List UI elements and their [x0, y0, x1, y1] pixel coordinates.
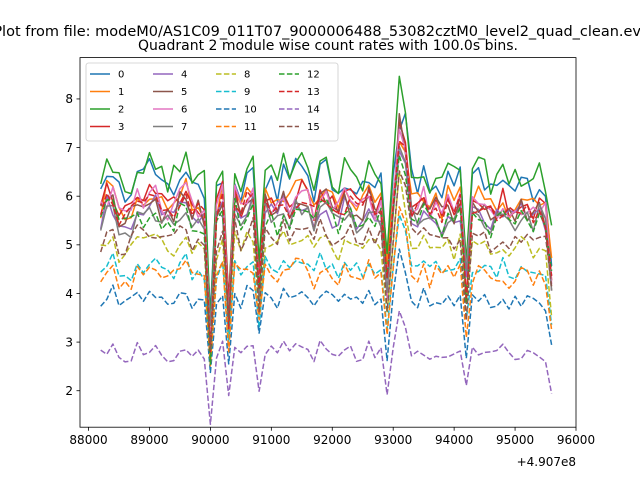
series-line-15 [99, 170, 553, 352]
y-tick-label: 2 [65, 384, 73, 398]
x-tick-label: 95000 [496, 433, 534, 447]
y-tick-label: 5 [65, 238, 73, 252]
x-axis: 88000 89000 90000 91000 92000 93000 94000 95000… [69, 427, 595, 447]
x-offset-label: +4.907e8 [517, 455, 576, 469]
x-tick-label: 89000 [130, 433, 168, 447]
series-line-2 [99, 75, 553, 324]
y-tick-label: 4 [65, 287, 73, 301]
x-tick-label: 90000 [191, 433, 229, 447]
figure-suptitle: Plot from file: modeM0/AS1C09_011T07_900… [0, 24, 640, 40]
legend-label-8: 8 [244, 70, 250, 81]
legend-label-0: 0 [118, 70, 124, 81]
legend-label-5: 5 [181, 87, 187, 98]
x-tick-label: 92000 [313, 433, 351, 447]
y-tick-label: 7 [65, 141, 73, 155]
series-line-10 [100, 248, 553, 374]
series-line-11 [100, 206, 553, 367]
legend-label-1: 1 [118, 87, 124, 98]
y-tick-label: 3 [65, 335, 73, 349]
legend-label-15: 15 [307, 122, 320, 133]
y-axis: 2 3 4 5 6 7 8 [65, 92, 80, 398]
x-tick-label: 88000 [69, 433, 107, 447]
series-line-12 [99, 154, 553, 365]
plot-frame [79, 57, 577, 428]
x-tick-label: 91000 [252, 433, 290, 447]
legend-label-6: 6 [181, 105, 187, 116]
legend-label-14: 14 [307, 105, 320, 116]
series-line-13 [99, 140, 553, 353]
legend-label-13: 13 [307, 87, 320, 98]
legend-label-4: 4 [181, 70, 187, 81]
series-line-6 [100, 128, 553, 333]
chart-title: Quadrant 2 module wise count rates with … [138, 38, 518, 54]
x-tick-label: 94000 [435, 433, 473, 447]
legend-label-10: 10 [244, 105, 257, 116]
series-line-5 [100, 112, 553, 335]
legend-label-11: 11 [244, 122, 257, 133]
legend-label-9: 9 [244, 87, 250, 98]
legend-label-12: 12 [307, 70, 320, 81]
x-tick-label: 96000 [557, 433, 595, 447]
legend-label-7: 7 [181, 122, 187, 133]
y-tick-label: 8 [65, 92, 73, 106]
y-tick-label: 6 [65, 190, 73, 204]
series-layer [99, 75, 553, 426]
series-line-14 [100, 310, 553, 426]
legend-label-3: 3 [118, 122, 124, 133]
legend-label-2: 2 [118, 105, 124, 116]
x-tick-label: 93000 [374, 433, 412, 447]
legend-box [85, 62, 339, 142]
